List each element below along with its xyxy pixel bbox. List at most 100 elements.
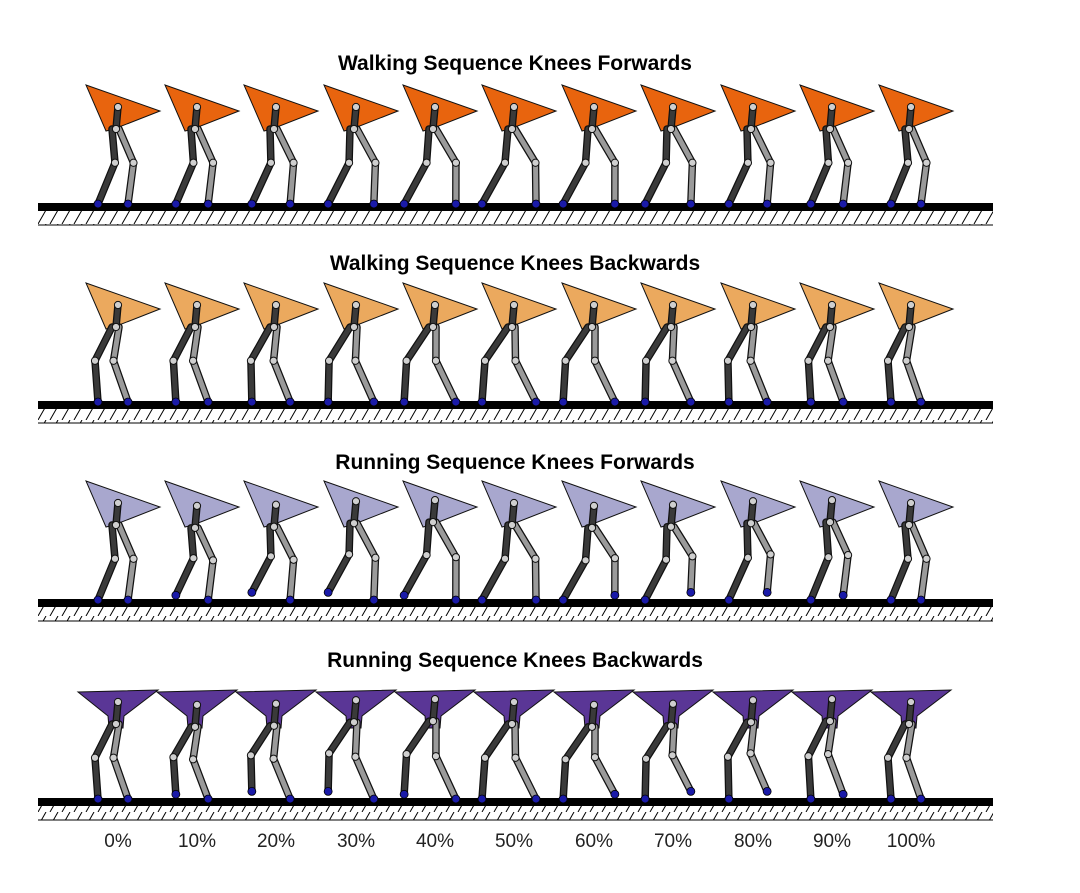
robot-foot	[640, 397, 650, 407]
phase-label: 100%	[886, 831, 936, 852]
robot-body	[481, 84, 558, 132]
robot-pose	[477, 282, 558, 407]
robot-foot	[203, 794, 213, 804]
robot-foot	[451, 199, 461, 209]
phase-label: 0%	[104, 831, 132, 852]
robot-foot	[531, 794, 541, 804]
robot-pose	[76, 689, 160, 804]
phase-label: 30%	[336, 831, 376, 852]
robot-body	[799, 84, 876, 132]
robot-pose	[399, 282, 479, 407]
robot-body	[85, 282, 162, 330]
robot-pose	[799, 84, 876, 209]
robot-foot	[838, 397, 848, 407]
robot-pose	[323, 84, 400, 209]
robot-foot	[886, 794, 896, 804]
robot-pose	[164, 480, 241, 605]
robot-pose	[640, 282, 717, 407]
robot-pose	[399, 480, 479, 605]
robot-foot	[838, 590, 848, 600]
robot-foot	[323, 587, 333, 597]
robot-foot	[838, 789, 848, 799]
robot-foot	[610, 199, 620, 209]
robot-foot	[247, 199, 257, 209]
robot-pose	[720, 480, 797, 605]
robot-body	[402, 282, 479, 330]
robot-foot	[451, 595, 461, 605]
robot-pose	[558, 480, 638, 605]
robot-body	[640, 480, 717, 528]
robot-foot	[399, 789, 409, 799]
robot-pose	[558, 282, 638, 407]
phase-label: 50%	[494, 831, 534, 852]
robot-pose	[323, 282, 400, 407]
robot-foot	[558, 199, 568, 209]
robot-foot	[285, 199, 295, 209]
robot-pose	[878, 282, 955, 407]
phase-label: 90%	[812, 831, 852, 852]
robot-foot	[123, 199, 133, 209]
robot-foot	[323, 199, 333, 209]
robot-foot	[724, 794, 734, 804]
robot-body	[640, 282, 717, 330]
row-title: Walking Sequence Knees Forwards	[338, 52, 692, 75]
robot-foot	[123, 397, 133, 407]
robot-pose	[720, 282, 797, 407]
robot-foot	[171, 199, 181, 209]
sequence-row	[38, 480, 993, 622]
robot-foot	[323, 397, 333, 407]
robot-pose	[243, 84, 320, 209]
robot-foot	[369, 397, 379, 407]
robot-pose	[799, 282, 876, 407]
robot-foot	[916, 199, 926, 209]
robot-pose	[314, 689, 398, 804]
robot-body	[323, 84, 400, 132]
robot-foot	[399, 590, 409, 600]
ground-hatch	[38, 806, 993, 820]
robot-pose	[234, 689, 318, 804]
robot-foot	[247, 587, 257, 597]
robot-pose	[85, 480, 162, 605]
robot-foot	[93, 397, 103, 407]
robot-body	[243, 282, 320, 330]
robot-foot	[399, 397, 409, 407]
robot-body	[720, 480, 797, 528]
robot-foot	[285, 397, 295, 407]
robot-foot	[806, 397, 816, 407]
ground-hatch	[38, 607, 993, 621]
sequence-row	[38, 689, 993, 821]
robot-foot	[762, 199, 772, 209]
robot-foot	[916, 397, 926, 407]
robot-body	[85, 480, 162, 528]
robot-foot	[686, 587, 696, 597]
robot-foot	[285, 794, 295, 804]
robot-pose	[243, 282, 320, 407]
robot-body	[481, 282, 558, 330]
ground-hatch	[38, 211, 993, 225]
row-title: Walking Sequence Knees Backwards	[329, 252, 701, 275]
robot-body	[243, 480, 320, 528]
robot-body	[561, 480, 638, 528]
ground-bar	[38, 798, 993, 806]
row-title: Running Sequence Knees Backwards	[327, 649, 703, 672]
robot-pose	[878, 84, 955, 209]
robot-pose	[164, 282, 241, 407]
robot-foot	[171, 789, 181, 799]
robot-foot	[531, 397, 541, 407]
robot-foot	[323, 786, 333, 796]
robot-foot	[806, 595, 816, 605]
robot-body	[85, 84, 162, 132]
robot-foot	[171, 397, 181, 407]
robot-pose	[472, 689, 556, 804]
robot-foot	[203, 199, 213, 209]
robot-foot	[399, 199, 409, 209]
robot-pose	[790, 689, 874, 804]
robot-foot	[93, 199, 103, 209]
phase-label: 70%	[653, 831, 693, 852]
robot-pose	[399, 84, 479, 209]
robot-pose	[558, 84, 638, 209]
row-title: Running Sequence Knees Forwards	[335, 451, 695, 474]
robot-body	[323, 282, 400, 330]
robot-foot	[640, 199, 650, 209]
robot-body	[561, 282, 638, 330]
